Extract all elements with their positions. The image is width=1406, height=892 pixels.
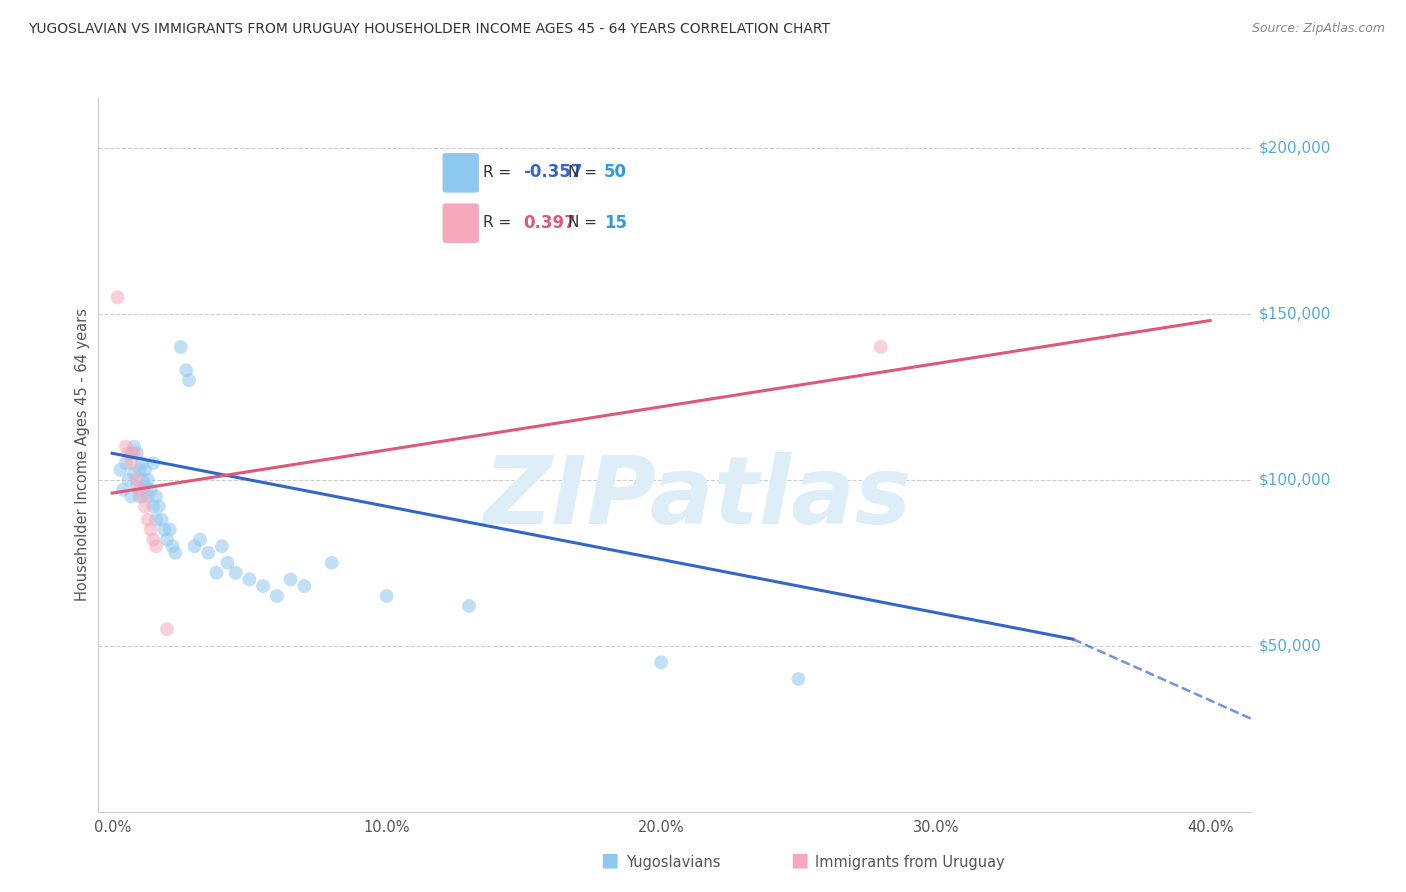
- Point: [183, 539, 205, 553]
- Point: [217, 556, 239, 570]
- Text: YUGOSLAVIAN VS IMMIGRANTS FROM URUGUAY HOUSEHOLDER INCOME AGES 45 - 64 YEARS COR: YUGOSLAVIAN VS IMMIGRANTS FROM URUGUAY H…: [28, 22, 830, 37]
- Point: [458, 599, 481, 613]
- Point: [125, 479, 148, 493]
- Point: [120, 446, 142, 460]
- Text: 0.397: 0.397: [523, 214, 576, 232]
- Point: [131, 490, 153, 504]
- Point: [165, 546, 187, 560]
- Point: [156, 622, 179, 636]
- Point: [128, 483, 150, 497]
- Point: [125, 473, 148, 487]
- Point: [375, 589, 398, 603]
- Text: N =: N =: [568, 165, 602, 180]
- Point: [238, 573, 260, 587]
- Text: Immigrants from Uruguay: Immigrants from Uruguay: [815, 855, 1005, 870]
- Point: [156, 533, 179, 547]
- FancyBboxPatch shape: [443, 203, 479, 243]
- Point: [292, 579, 315, 593]
- Text: $150,000: $150,000: [1258, 306, 1330, 321]
- Point: [153, 523, 176, 537]
- Text: -0.357: -0.357: [523, 163, 582, 181]
- Point: [162, 539, 184, 553]
- Point: [148, 500, 170, 514]
- Text: ZIPatlas: ZIPatlas: [484, 451, 912, 544]
- Text: 50: 50: [605, 163, 627, 181]
- Text: R =: R =: [482, 165, 516, 180]
- Point: [131, 473, 153, 487]
- Point: [321, 556, 343, 570]
- Point: [120, 490, 142, 504]
- Point: [136, 490, 159, 504]
- Point: [122, 440, 145, 454]
- Point: [650, 656, 672, 670]
- Point: [142, 500, 165, 514]
- Point: [145, 513, 167, 527]
- Point: [110, 463, 132, 477]
- Point: [145, 490, 167, 504]
- Point: [134, 463, 156, 477]
- Text: 15: 15: [605, 214, 627, 232]
- Text: $100,000: $100,000: [1258, 472, 1330, 487]
- Y-axis label: Householder Income Ages 45 - 64 years: Householder Income Ages 45 - 64 years: [75, 309, 90, 601]
- Point: [117, 473, 139, 487]
- Point: [139, 483, 162, 497]
- Point: [134, 479, 156, 493]
- Point: [145, 539, 167, 553]
- Text: N =: N =: [568, 215, 602, 230]
- Text: ■: ■: [790, 851, 808, 870]
- Text: $50,000: $50,000: [1258, 639, 1322, 653]
- Point: [159, 523, 181, 537]
- Point: [869, 340, 891, 354]
- Point: [112, 483, 135, 497]
- Point: [115, 456, 138, 470]
- Point: [142, 533, 165, 547]
- Point: [128, 463, 150, 477]
- Point: [107, 290, 129, 304]
- Point: [225, 566, 247, 580]
- Text: ■: ■: [600, 851, 619, 870]
- Point: [134, 500, 156, 514]
- Point: [115, 440, 138, 454]
- Point: [170, 340, 193, 354]
- FancyBboxPatch shape: [443, 153, 479, 193]
- Point: [280, 573, 302, 587]
- Point: [150, 513, 173, 527]
- Text: Yugoslavians: Yugoslavians: [626, 855, 720, 870]
- Point: [131, 456, 153, 470]
- Point: [136, 473, 159, 487]
- Point: [125, 446, 148, 460]
- Point: [266, 589, 288, 603]
- Point: [188, 533, 211, 547]
- Point: [211, 539, 233, 553]
- Point: [120, 456, 142, 470]
- Point: [122, 446, 145, 460]
- Point: [142, 456, 165, 470]
- Text: R =: R =: [482, 215, 516, 230]
- Text: Source: ZipAtlas.com: Source: ZipAtlas.com: [1251, 22, 1385, 36]
- Point: [136, 513, 159, 527]
- Text: $200,000: $200,000: [1258, 140, 1330, 155]
- Point: [117, 446, 139, 460]
- Point: [177, 373, 200, 387]
- Point: [122, 466, 145, 480]
- Point: [205, 566, 228, 580]
- Point: [139, 523, 162, 537]
- Point: [197, 546, 219, 560]
- Point: [787, 672, 810, 686]
- Point: [252, 579, 274, 593]
- Point: [174, 363, 197, 377]
- Point: [128, 490, 150, 504]
